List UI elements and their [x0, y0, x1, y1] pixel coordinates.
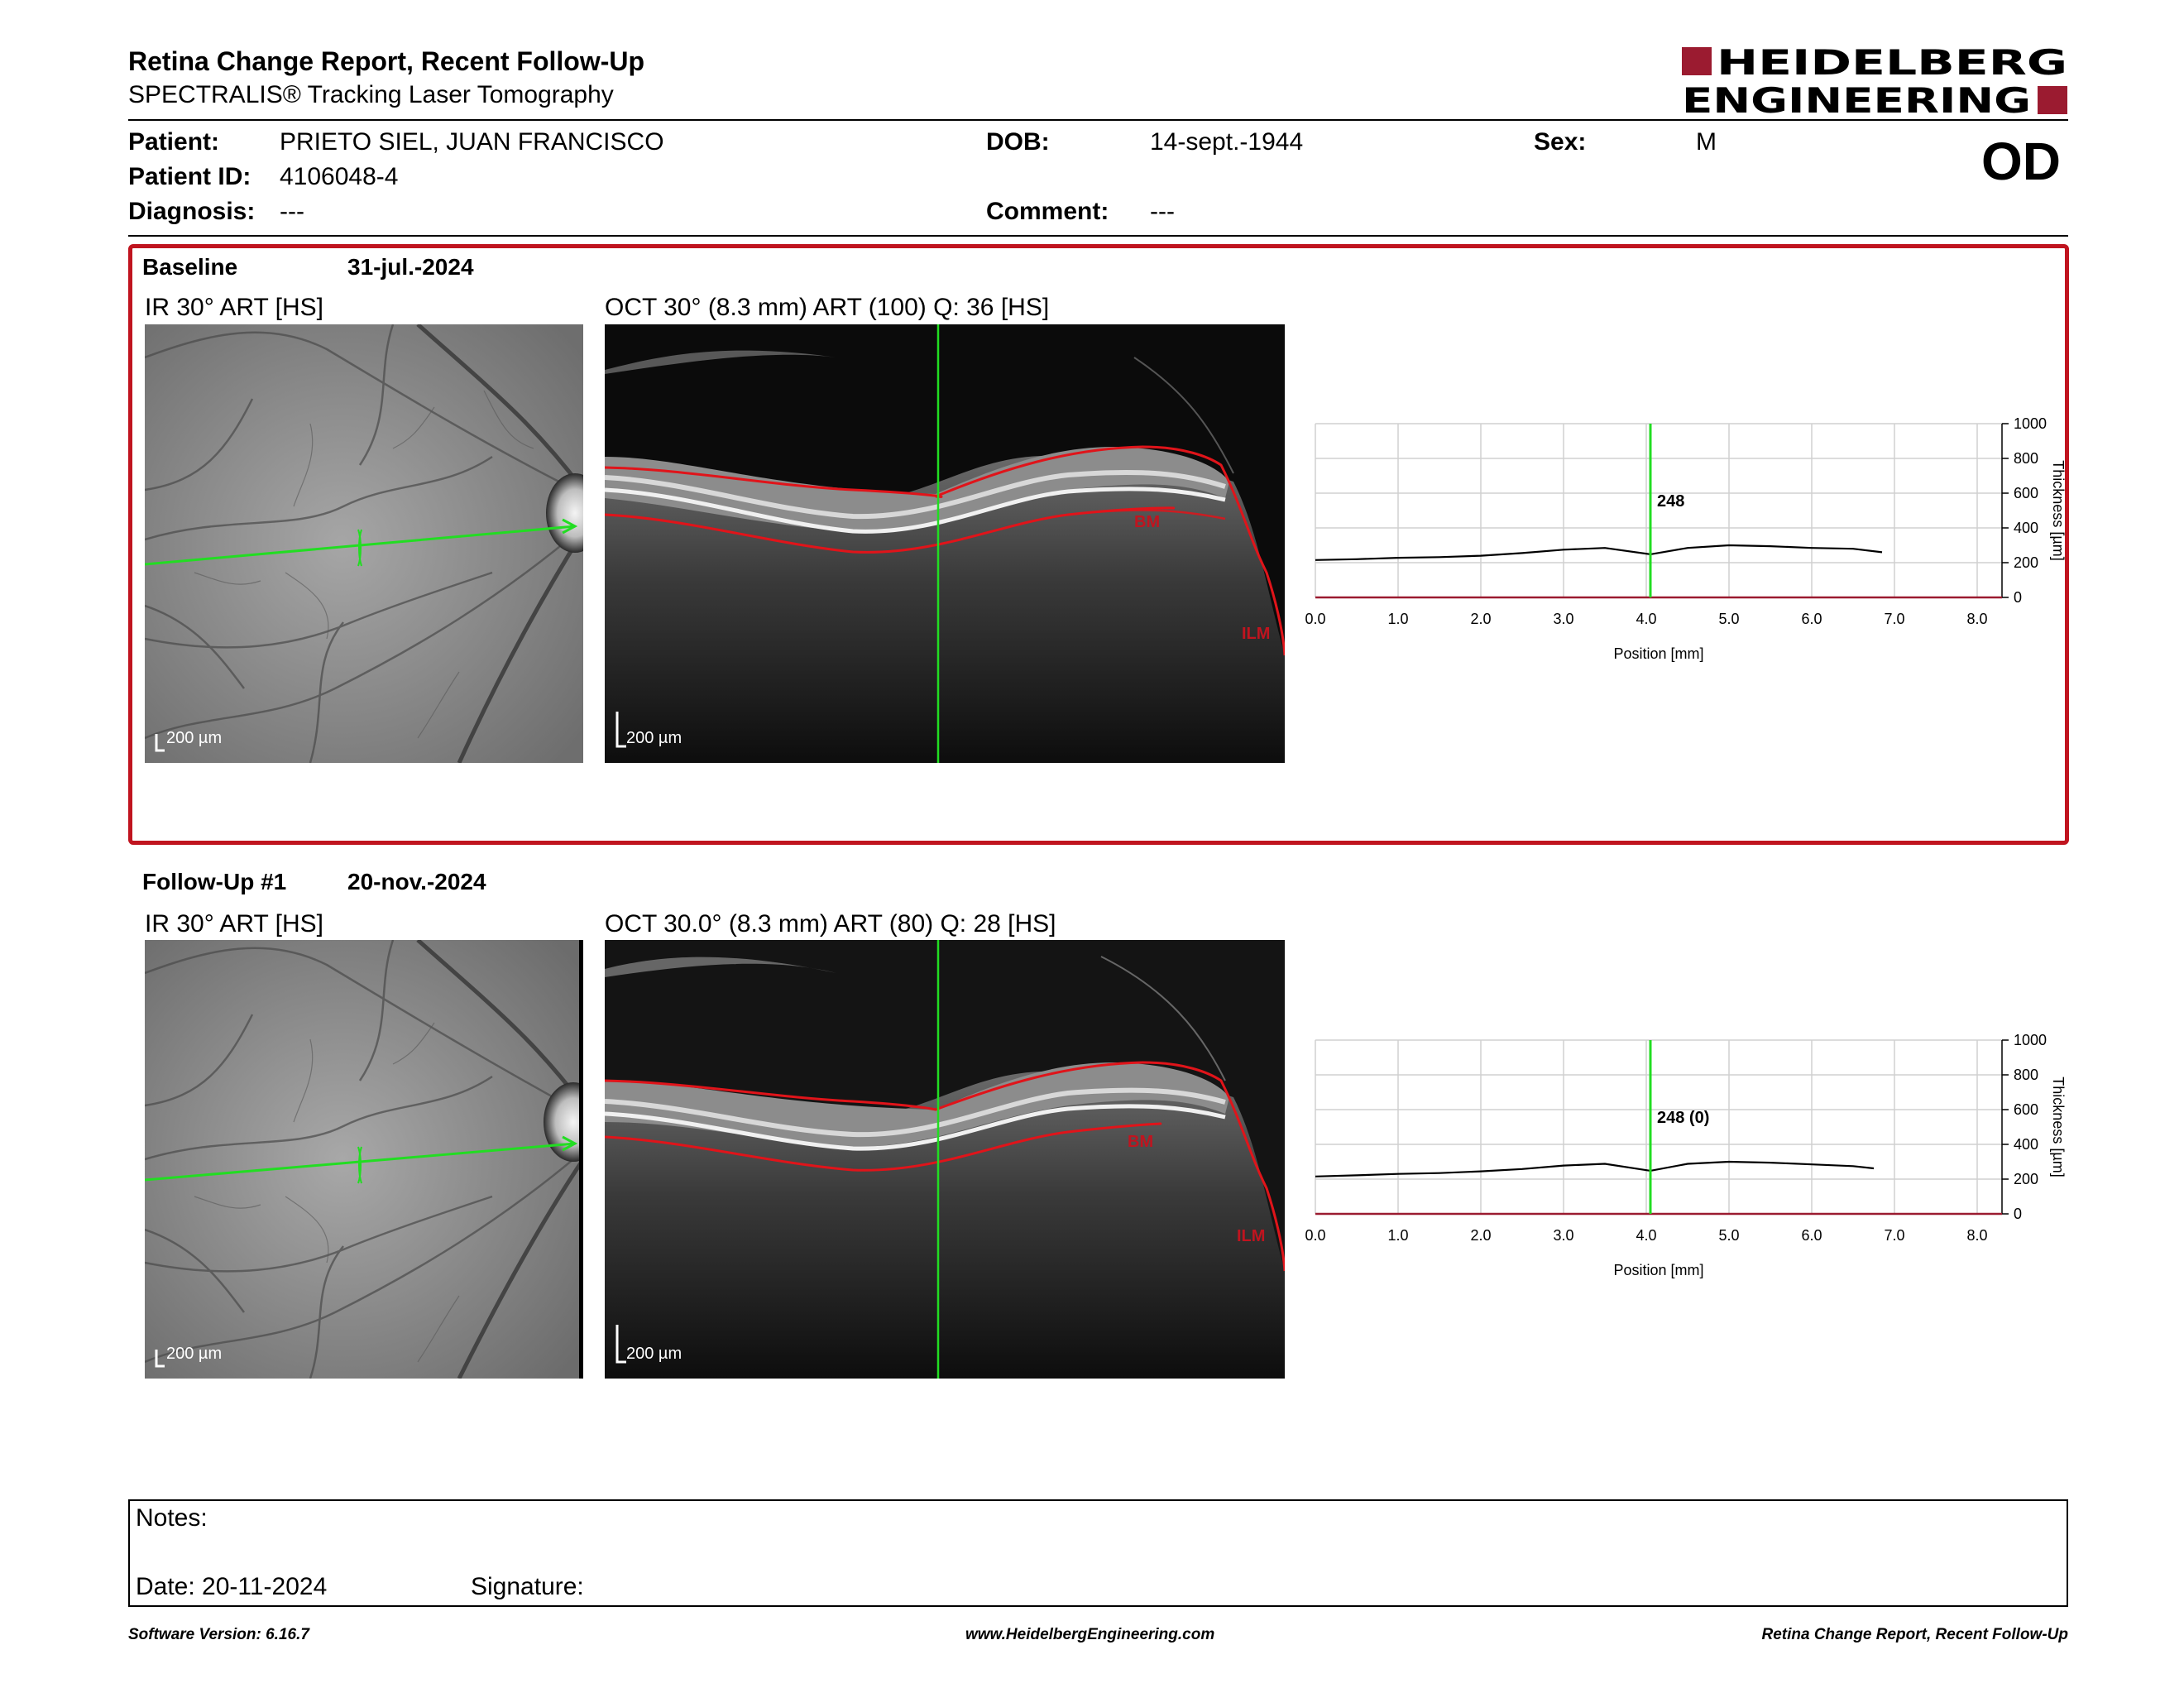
dob-value: 14-sept.-1944 [1150, 128, 1304, 156]
signature-label: Signature: [471, 1573, 584, 1600]
x-tick-label: 2.0 [1470, 611, 1491, 627]
x-tick-label: 1.0 [1387, 611, 1408, 627]
diagnosis-value: --- [280, 198, 304, 225]
y-tick-label: 600 [2014, 485, 2038, 501]
baseline-thickness-chart: 0 200 400 600 800 1000 0.0 1.0 2.0 3.0 4.0 5.0 6.0 7.… [1299, 414, 2085, 679]
x-tick-label: 7.0 [1884, 611, 1904, 627]
x-tick-label: 5.0 [1718, 611, 1739, 627]
thickness-series-line [1315, 1160, 1875, 1177]
software-version: Software Version: 6.16.7 [128, 1626, 309, 1643]
footer-report-name: Retina Change Report, Recent Follow-Up [1761, 1626, 2068, 1643]
x-axis-label: Position [mm] [1613, 645, 1703, 662]
x-tick-label: 4.0 [1636, 1227, 1656, 1244]
comment-value: --- [1150, 198, 1175, 225]
baseline-ir-scale: 200 µm [166, 729, 222, 747]
date-label: Date: 20-11-2024 [136, 1573, 328, 1600]
dob-label: DOB: [986, 128, 1050, 156]
x-tick-label: 4.0 [1636, 611, 1656, 627]
sex-label: Sex: [1534, 128, 1587, 156]
x-tick-label: 6.0 [1801, 1227, 1822, 1244]
notes-label: Notes: [136, 1504, 208, 1532]
patient-label: Patient: [128, 128, 220, 156]
position-marker-label: 248 [1657, 492, 1684, 511]
x-tick-label: 3.0 [1553, 1227, 1573, 1244]
comment-label: Comment: [986, 198, 1109, 225]
y-axis-label: Thickness [µm] [2050, 460, 2067, 560]
y-tick-label: 800 [2014, 450, 2038, 467]
baseline-bm-label: BM [1134, 513, 1160, 531]
followup-ilm-label: ILM [1237, 1227, 1265, 1245]
x-tick-label: 1.0 [1387, 1227, 1408, 1244]
followup-date: 20-nov.-2024 [347, 869, 486, 894]
x-tick-label: 7.0 [1884, 1227, 1904, 1244]
y-tick-label: 1000 [2014, 1032, 2047, 1048]
y-tick-label: 200 [2014, 1171, 2038, 1187]
x-tick-label: 0.0 [1305, 611, 1325, 627]
baseline-section [128, 244, 2069, 845]
y-tick-label: 600 [2014, 1101, 2038, 1118]
followup-oct-scale: 200 µm [626, 1345, 682, 1363]
baseline-ir-title: IR 30° ART [HS] [145, 294, 323, 321]
heidelberg-logo: HEIDELBERG ENGINEERING [1682, 42, 2069, 121]
report-subtitle: SPECTRALIS® Tracking Laser Tomography [128, 81, 614, 108]
diagnosis-label: Diagnosis: [128, 198, 256, 225]
y-tick-label: 0 [2014, 589, 2022, 606]
baseline-oct-title: OCT 30° (8.3 mm) ART (100) Q: 36 [HS] [605, 294, 1050, 321]
sex-value: M [1696, 128, 1717, 156]
followup-oct-title: OCT 30.0° (8.3 mm) ART (80) Q: 28 [HS] [605, 910, 1056, 938]
patient-name: PRIETO SIEL, JUAN FRANCISCO [280, 128, 664, 156]
y-tick-label: 1000 [2014, 415, 2047, 432]
x-tick-label: 8.0 [1966, 611, 1987, 627]
followup-bm-label: BM [1128, 1133, 1153, 1151]
patient-id: 4106048-4 [280, 163, 399, 190]
logo-line2: ENGINEERING [1682, 80, 2031, 116]
position-marker-label: 248 (0) [1657, 1109, 1709, 1127]
x-tick-label: 6.0 [1801, 611, 1822, 627]
website-link[interactable]: www.HeidelbergEngineering.com [965, 1626, 1215, 1643]
patient-id-label: Patient ID: [128, 163, 251, 190]
y-tick-label: 800 [2014, 1067, 2038, 1083]
followup-thickness-chart: 0 200 400 600 800 1000 0.0 1.0 2.0 3.0 4.0 5.0 6.0 7.… [1299, 1030, 2085, 1295]
header-divider [128, 119, 2068, 121]
baseline-date: 31-jul.-2024 [347, 254, 474, 280]
notes-box[interactable] [128, 1499, 2068, 1607]
logo-line1: HEIDELBERG [1717, 45, 2067, 83]
followup-ir-title: IR 30° ART [HS] [145, 910, 323, 938]
y-tick-label: 0 [2014, 1206, 2022, 1222]
x-tick-label: 2.0 [1470, 1227, 1491, 1244]
x-tick-label: 3.0 [1553, 611, 1573, 627]
y-tick-label: 400 [2014, 520, 2038, 536]
followup-label: Follow-Up #1 [142, 869, 287, 894]
baseline-ir-image: 200 µm [144, 323, 604, 765]
patient-divider [128, 235, 2068, 237]
followup-ir-image: 200 µm [144, 938, 603, 1380]
baseline-oct-image: BM ILM 200 µm [605, 324, 1285, 763]
followup-ir-scale: 200 µm [166, 1345, 222, 1363]
x-tick-label: 5.0 [1718, 1227, 1739, 1244]
followup-oct-image: BM ILM 200 µm [605, 940, 1285, 1379]
baseline-ilm-label: ILM [1242, 625, 1270, 643]
report-title: Retina Change Report, Recent Follow-Up [128, 46, 645, 76]
thickness-series-line [1315, 544, 1883, 561]
baseline-oct-scale: 200 µm [626, 729, 682, 747]
y-tick-label: 400 [2014, 1136, 2038, 1153]
y-tick-label: 200 [2014, 554, 2038, 571]
eye-indicator: OD [1981, 132, 2061, 191]
baseline-label: Baseline [142, 254, 238, 280]
x-tick-label: 8.0 [1966, 1227, 1987, 1244]
x-axis-label: Position [mm] [1613, 1262, 1703, 1278]
y-axis-label: Thickness [µm] [2050, 1077, 2067, 1177]
x-tick-label: 0.0 [1305, 1227, 1325, 1244]
